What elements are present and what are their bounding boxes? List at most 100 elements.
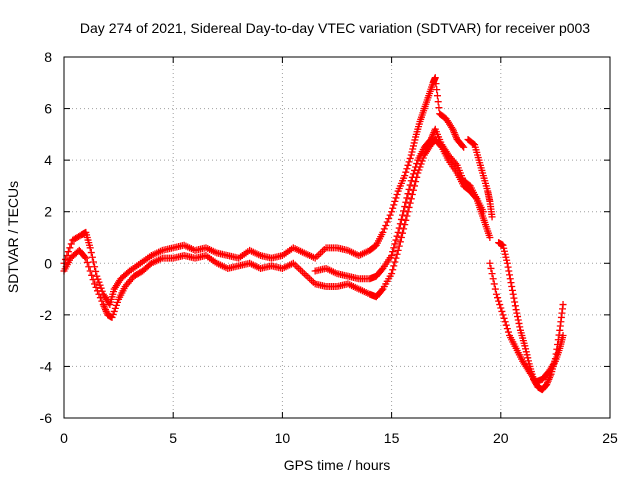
data-point bbox=[109, 310, 117, 318]
data-point bbox=[401, 172, 409, 180]
data-point bbox=[402, 168, 410, 176]
data-point bbox=[114, 298, 122, 306]
y-tick-label: -2 bbox=[40, 307, 53, 323]
data-point bbox=[404, 190, 412, 198]
data-point bbox=[459, 142, 467, 150]
data-point bbox=[514, 316, 522, 324]
data-point bbox=[409, 145, 417, 153]
data-point bbox=[382, 221, 390, 229]
plot-frame bbox=[63, 56, 611, 419]
data-point bbox=[515, 319, 523, 327]
data-point bbox=[491, 285, 499, 293]
data-point bbox=[393, 191, 401, 199]
data-point bbox=[434, 98, 442, 106]
data-point bbox=[401, 221, 409, 229]
data-point bbox=[501, 250, 509, 258]
data-point bbox=[403, 194, 411, 202]
data-point bbox=[97, 284, 105, 292]
data-point bbox=[524, 354, 532, 362]
data-points bbox=[60, 74, 567, 394]
data-point bbox=[400, 225, 408, 233]
data-point bbox=[499, 311, 507, 319]
y-axis-label: SDTVAR / TECUs bbox=[5, 181, 21, 293]
data-point bbox=[88, 271, 96, 279]
data-point bbox=[508, 286, 516, 294]
data-point bbox=[394, 228, 402, 236]
data-point bbox=[405, 185, 413, 193]
data-point bbox=[413, 160, 421, 168]
data-point bbox=[403, 212, 411, 220]
data-point bbox=[510, 294, 518, 302]
data-point bbox=[393, 250, 401, 258]
data-point bbox=[512, 306, 520, 314]
data-point bbox=[96, 294, 104, 302]
data-point bbox=[95, 290, 103, 298]
data-point bbox=[406, 199, 414, 207]
y-tick-label: 0 bbox=[44, 255, 52, 271]
data-point bbox=[82, 254, 90, 262]
data-point bbox=[511, 302, 519, 310]
data-point bbox=[435, 104, 443, 112]
data-point bbox=[83, 258, 91, 266]
x-tick-label: 25 bbox=[602, 430, 618, 446]
data-point bbox=[86, 267, 94, 275]
chart-title: Day 274 of 2021, Sidereal Day-to-day VTE… bbox=[80, 20, 590, 36]
data-point bbox=[502, 253, 510, 261]
data-point bbox=[93, 287, 101, 295]
data-point bbox=[403, 165, 411, 173]
data-point bbox=[409, 142, 417, 150]
data-point bbox=[378, 286, 386, 294]
data-point bbox=[408, 173, 416, 181]
data-point bbox=[486, 234, 494, 241]
y-tick-label: -6 bbox=[40, 410, 53, 426]
data-point bbox=[497, 304, 505, 312]
x-axis-label: GPS time / hours bbox=[284, 457, 391, 473]
data-point bbox=[409, 186, 417, 194]
data-point bbox=[93, 272, 101, 280]
data-point bbox=[488, 270, 496, 278]
data-point bbox=[88, 253, 96, 261]
data-point bbox=[391, 258, 399, 266]
data-point bbox=[503, 256, 511, 264]
data-series-track-a bbox=[60, 74, 468, 309]
data-point bbox=[411, 182, 419, 190]
data-point bbox=[388, 252, 396, 260]
data-point bbox=[504, 328, 512, 336]
x-tick-label: 10 bbox=[275, 430, 291, 446]
data-point bbox=[516, 323, 524, 331]
data-series-track-c bbox=[311, 125, 487, 283]
y-tick-label: 4 bbox=[44, 152, 52, 168]
data-point bbox=[379, 228, 387, 236]
data-point bbox=[500, 244, 508, 252]
data-point bbox=[514, 313, 522, 321]
data-point bbox=[408, 148, 416, 156]
data-point bbox=[112, 301, 120, 309]
data-point bbox=[397, 234, 405, 241]
data-point bbox=[396, 220, 404, 228]
data-point bbox=[391, 197, 399, 205]
data-point bbox=[418, 157, 426, 165]
data-point bbox=[108, 313, 116, 321]
data-point bbox=[86, 244, 94, 252]
data-point bbox=[388, 270, 396, 278]
data-point bbox=[110, 307, 118, 315]
data-point bbox=[81, 253, 89, 261]
data-point bbox=[383, 218, 391, 226]
data-point bbox=[460, 143, 468, 151]
data-point bbox=[488, 213, 496, 221]
data-point bbox=[390, 201, 398, 209]
y-tick-label: 2 bbox=[44, 204, 52, 220]
data-point bbox=[490, 280, 498, 288]
data-point bbox=[507, 279, 515, 287]
data-point bbox=[500, 314, 508, 322]
x-tick-label: 5 bbox=[169, 430, 177, 446]
data-point bbox=[511, 298, 519, 306]
y-tick-label: 6 bbox=[44, 101, 52, 117]
data-point bbox=[405, 203, 413, 211]
data-point bbox=[431, 74, 439, 82]
data-point bbox=[522, 345, 530, 353]
y-tick-label: 8 bbox=[44, 49, 52, 65]
data-point bbox=[96, 281, 104, 289]
data-point bbox=[393, 232, 401, 240]
data-point bbox=[495, 297, 503, 305]
